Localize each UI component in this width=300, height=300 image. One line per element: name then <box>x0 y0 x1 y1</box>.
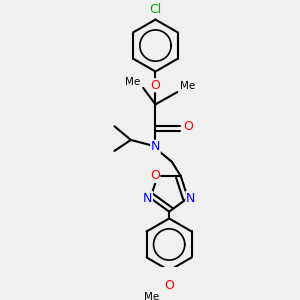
Text: O: O <box>164 279 174 292</box>
Text: O: O <box>150 169 160 182</box>
Text: N: N <box>151 140 160 153</box>
Text: Me: Me <box>125 76 140 87</box>
Text: Cl: Cl <box>149 3 162 16</box>
Text: Me: Me <box>143 292 159 300</box>
Text: Me: Me <box>180 81 195 91</box>
Text: N: N <box>186 191 195 205</box>
Text: O: O <box>151 79 160 92</box>
Text: O: O <box>183 120 193 133</box>
Text: N: N <box>143 191 152 205</box>
